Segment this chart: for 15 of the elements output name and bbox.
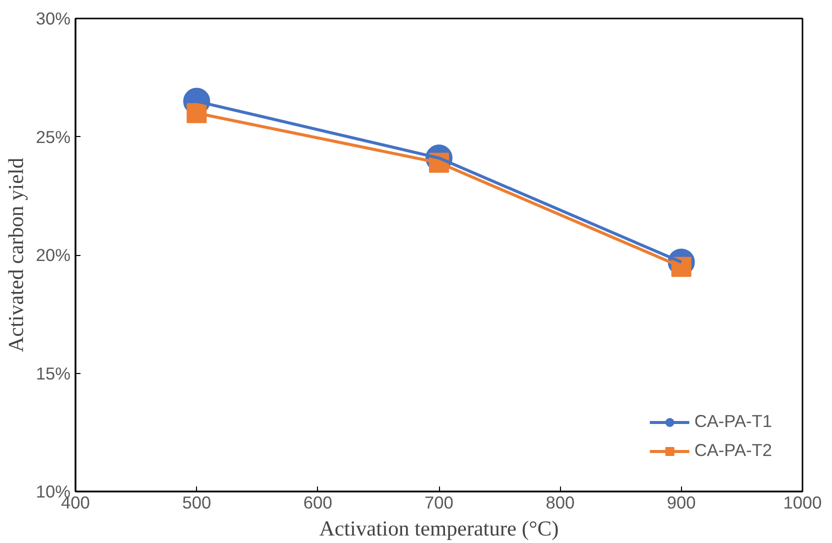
- y-tick-label: 15%: [36, 363, 71, 384]
- x-tick-label: 600: [303, 492, 332, 512]
- x-tick-label: 800: [546, 492, 575, 512]
- x-axis-title: Activation temperature (°C): [319, 516, 559, 540]
- legend-label: CA-PA-T1: [694, 411, 772, 432]
- x-tick-label: 700: [424, 492, 454, 512]
- y-axis-title: Activated carbon yield: [4, 158, 28, 352]
- y-tick-label: 25%: [36, 126, 71, 147]
- x-tick-label: 900: [666, 492, 696, 512]
- y-tick-label: 20%: [36, 245, 71, 265]
- point: [186, 103, 207, 124]
- x-tick-label: 1000: [783, 492, 822, 512]
- legend-label: CA-PA-T2: [694, 440, 772, 461]
- x-tick-label: 500: [182, 492, 212, 512]
- y-tick-label: 30%: [36, 8, 71, 28]
